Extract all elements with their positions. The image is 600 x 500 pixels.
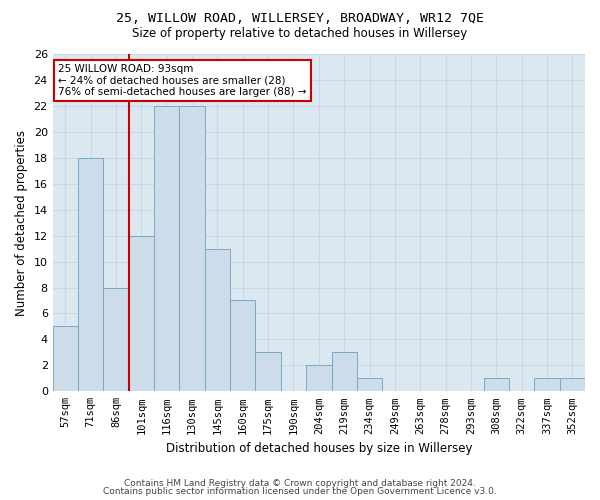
Bar: [154, 106, 179, 392]
Bar: [230, 300, 256, 392]
Bar: [53, 326, 78, 392]
Bar: [332, 352, 357, 392]
Bar: [357, 378, 382, 392]
Y-axis label: Number of detached properties: Number of detached properties: [15, 130, 28, 316]
Bar: [129, 236, 154, 392]
Bar: [535, 378, 560, 392]
Bar: [306, 366, 332, 392]
Text: 25 WILLOW ROAD: 93sqm
← 24% of detached houses are smaller (28)
76% of semi-deta: 25 WILLOW ROAD: 93sqm ← 24% of detached …: [58, 64, 307, 98]
Bar: [103, 288, 129, 392]
Bar: [256, 352, 281, 392]
Bar: [179, 106, 205, 392]
Bar: [205, 248, 230, 392]
Text: Contains HM Land Registry data © Crown copyright and database right 2024.: Contains HM Land Registry data © Crown c…: [124, 478, 476, 488]
Text: Contains public sector information licensed under the Open Government Licence v3: Contains public sector information licen…: [103, 487, 497, 496]
Text: Size of property relative to detached houses in Willersey: Size of property relative to detached ho…: [133, 28, 467, 40]
Bar: [78, 158, 103, 392]
Text: 25, WILLOW ROAD, WILLERSEY, BROADWAY, WR12 7QE: 25, WILLOW ROAD, WILLERSEY, BROADWAY, WR…: [116, 12, 484, 26]
Bar: [484, 378, 509, 392]
Bar: [560, 378, 585, 392]
X-axis label: Distribution of detached houses by size in Willersey: Distribution of detached houses by size …: [166, 442, 472, 455]
